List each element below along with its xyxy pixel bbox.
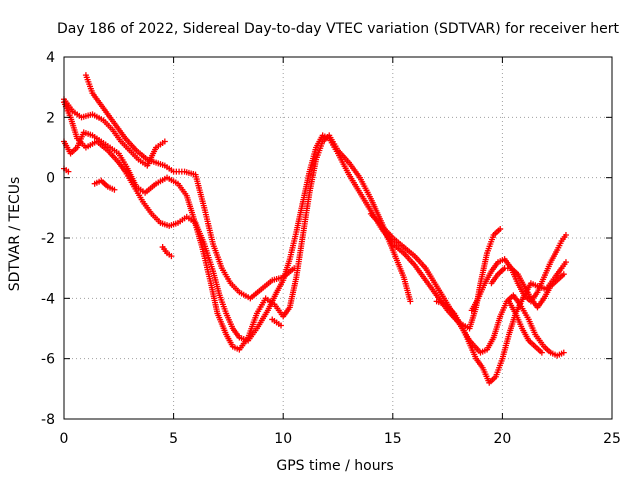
data-point — [560, 349, 567, 356]
x-tick-label: 15 — [384, 431, 402, 447]
y-tick-label: 4 — [46, 50, 55, 66]
data-point — [65, 168, 72, 175]
y-tick-label: -4 — [41, 291, 55, 307]
series-track-g — [159, 244, 175, 260]
data-markers — [61, 72, 569, 386]
y-tick-label: -6 — [41, 352, 55, 368]
data-point — [560, 271, 567, 278]
x-tick-label: 0 — [60, 431, 69, 447]
y-tick-label: -8 — [41, 412, 55, 428]
axis-ticks: 0 5 10 15 20 25 -8 -6 -4 -2 0 2 4 — [41, 50, 621, 447]
x-axis-label: GPS time / hours — [276, 458, 393, 474]
data-point — [111, 186, 118, 193]
y-axis-label: SDTVAR / TECUs — [7, 177, 23, 292]
data-point — [278, 322, 285, 329]
series-track-j — [433, 259, 569, 386]
series-track-b — [61, 96, 168, 169]
x-tick-label: 25 — [603, 431, 621, 447]
chart-title: Day 186 of 2022, Sidereal Day-to-day VTE… — [57, 21, 619, 37]
data-point — [538, 349, 545, 356]
series-track-a — [82, 72, 298, 302]
series-track-h — [269, 316, 285, 329]
data-point — [161, 138, 168, 145]
data-point — [562, 231, 569, 238]
data-point — [407, 298, 414, 305]
y-tick-label: 0 — [46, 171, 55, 187]
grid-lines — [64, 57, 612, 419]
series-track-l — [488, 265, 567, 311]
x-tick-label: 10 — [274, 431, 292, 447]
series-track-f — [91, 177, 118, 193]
data-point — [562, 259, 569, 266]
series-track-i — [367, 210, 504, 332]
series-track-c — [61, 129, 414, 353]
data-point — [168, 253, 175, 260]
x-tick-label: 5 — [169, 431, 178, 447]
plot-frame — [63, 56, 613, 420]
series-track-d — [61, 99, 567, 359]
series-track-m — [505, 298, 545, 356]
data-point — [497, 225, 504, 232]
x-tick-label: 20 — [493, 431, 511, 447]
y-tick-label: -2 — [41, 231, 55, 247]
y-tick-label: 2 — [46, 110, 55, 126]
series-track-e — [61, 165, 72, 175]
